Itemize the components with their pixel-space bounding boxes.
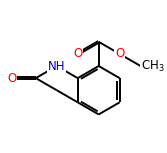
Text: NH: NH	[48, 60, 65, 73]
Text: O: O	[7, 72, 16, 85]
Text: CH$_3$: CH$_3$	[141, 58, 164, 74]
Text: O: O	[115, 47, 124, 60]
Text: O: O	[73, 47, 82, 60]
